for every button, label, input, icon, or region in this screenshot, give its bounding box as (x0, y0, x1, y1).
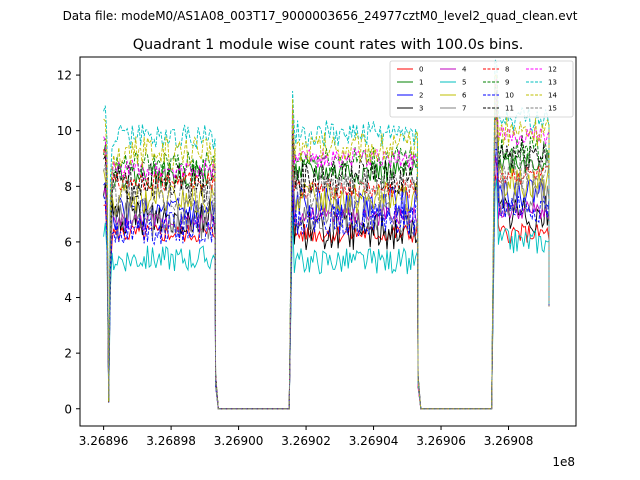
series-layer (103, 57, 550, 410)
series-line-1 (103, 106, 550, 410)
figure-suptitle: Data file: modeM0/AS1A08_003T17_90000036… (63, 9, 578, 23)
x-tick-label: 3.26906 (416, 434, 466, 448)
legend-label-6: 6 (462, 92, 467, 100)
legend-label-13: 13 (548, 79, 557, 87)
x-tick-label: 3.26902 (281, 434, 331, 448)
x-offset-label: 1e8 (552, 455, 575, 469)
y-tick-label: 6 (64, 235, 72, 249)
legend-label-1: 1 (419, 79, 423, 87)
y-tick-label: 10 (57, 124, 72, 138)
y-tick-label: 0 (64, 402, 72, 416)
series-line-11 (103, 91, 550, 410)
legend-box (389, 60, 574, 118)
y-tick-label: 2 (64, 347, 72, 361)
legend-label-0: 0 (419, 66, 423, 74)
legend-label-7: 7 (462, 105, 466, 113)
x-tick-label: 3.26900 (214, 434, 264, 448)
legend-label-4: 4 (462, 66, 467, 74)
legend-label-5: 5 (462, 79, 466, 87)
legend-label-9: 9 (505, 79, 509, 87)
x-tick-label: 3.26904 (349, 434, 399, 448)
series-line-12 (103, 78, 550, 410)
series-line-5 (103, 178, 550, 410)
legend-label-11: 11 (505, 105, 514, 113)
series-line-8 (103, 114, 550, 410)
x-tick-label: 3.26898 (146, 434, 196, 448)
legend-label-3: 3 (419, 105, 423, 113)
series-line-13 (103, 57, 550, 410)
legend-label-10: 10 (505, 92, 514, 100)
legend-label-15: 15 (548, 105, 557, 113)
x-axis: 3.26896 3.26898 3.26900 3.26902 3.26904 3.269… (79, 426, 534, 448)
y-tick-label: 4 (64, 291, 72, 305)
legend-label-2: 2 (419, 92, 423, 100)
legend-label-8: 8 (505, 66, 509, 74)
chart-title: Quadrant 1 module wise count rates with … (133, 37, 524, 53)
y-tick-label: 12 (57, 69, 72, 83)
x-tick-label: 3.26896 (79, 434, 129, 448)
series-line-14 (103, 73, 550, 410)
x-tick-label: 3.26908 (484, 434, 534, 448)
legend-label-14: 14 (548, 92, 557, 100)
series-line-10 (103, 148, 550, 410)
series-line-15 (103, 114, 550, 410)
y-axis: 0 2 4 6 8 10 12 (57, 69, 80, 416)
y-tick-label: 8 (64, 180, 72, 194)
legend-label-12: 12 (548, 66, 557, 74)
